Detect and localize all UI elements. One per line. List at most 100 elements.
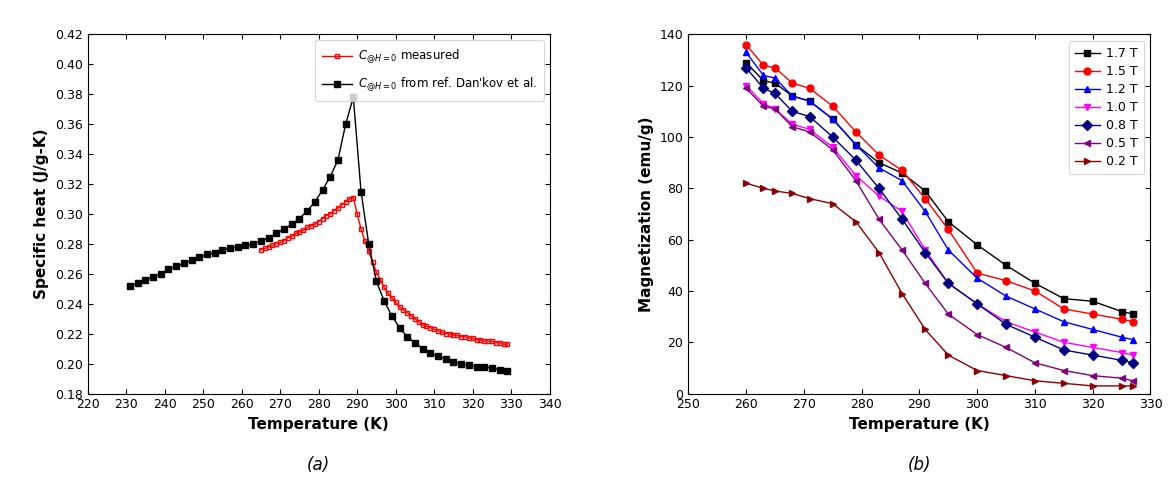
0.8 T	[999, 321, 1013, 327]
$C_{@H=0}$ measured	[488, 340, 502, 346]
$C_{@H=0}$ from ref. Dan'kov et al.	[401, 334, 415, 339]
1.5 T	[757, 62, 771, 68]
$C_{@H=0}$ from ref. Dan'kov et al.	[377, 298, 391, 304]
0.5 T	[769, 106, 783, 112]
$C_{@H=0}$ measured	[346, 195, 360, 201]
0.5 T	[1086, 372, 1100, 378]
$C_{@H=0}$ measured	[362, 248, 376, 254]
0.8 T	[802, 114, 816, 120]
$C_{@H=0}$ from ref. Dan'kov et al.	[384, 313, 398, 319]
$C_{@H=0}$ from ref. Dan'kov et al.	[292, 215, 306, 221]
0.8 T	[918, 249, 932, 255]
$C_{@H=0}$ from ref. Dan'kov et al.	[439, 356, 453, 362]
$C_{@H=0}$ from ref. Dan'kov et al.	[176, 260, 190, 266]
$C_{@H=0}$ from ref. Dan'kov et al.	[131, 280, 145, 286]
1.0 T	[941, 280, 955, 286]
0.2 T	[785, 190, 799, 196]
$C_{@H=0}$ from ref. Dan'kov et al.	[331, 157, 345, 163]
1.7 T	[895, 170, 909, 176]
$C_{@H=0}$ from ref. Dan'kov et al.	[423, 350, 437, 356]
1.5 T	[785, 80, 799, 86]
0.5 T	[826, 147, 840, 153]
0.5 T	[1057, 368, 1071, 373]
1.7 T	[849, 142, 863, 148]
$C_{@H=0}$ from ref. Dan'kov et al.	[246, 241, 260, 247]
$C_{@H=0}$ from ref. Dan'kov et al.	[416, 346, 430, 352]
1.7 T	[1086, 298, 1100, 304]
0.2 T	[802, 196, 816, 202]
$C_{@H=0}$ from ref. Dan'kov et al.	[123, 283, 137, 289]
0.2 T	[826, 201, 840, 207]
0.8 T	[1028, 334, 1042, 340]
1.2 T	[1028, 306, 1042, 312]
1.0 T	[918, 247, 932, 253]
0.5 T	[895, 247, 909, 253]
0.2 T	[872, 249, 887, 255]
1.5 T	[1114, 316, 1128, 322]
1.5 T	[1126, 319, 1140, 325]
1.7 T	[785, 93, 799, 99]
$C_{@H=0}$ from ref. Dan'kov et al.	[369, 278, 383, 284]
1.0 T	[739, 83, 753, 89]
1.2 T	[941, 247, 955, 253]
1.2 T	[769, 75, 783, 81]
1.2 T	[826, 116, 840, 122]
0.8 T	[1086, 352, 1100, 358]
1.7 T	[1057, 296, 1071, 302]
1.5 T	[1028, 288, 1042, 294]
$C_{@H=0}$ from ref. Dan'kov et al.	[208, 250, 222, 256]
$C_{@H=0}$ from ref. Dan'kov et al.	[138, 277, 152, 283]
1.0 T	[826, 144, 840, 150]
0.2 T	[941, 352, 955, 358]
$C_{@H=0}$ from ref. Dan'kov et al.	[446, 359, 460, 365]
$C_{@H=0}$ measured	[327, 208, 341, 214]
$C_{@H=0}$ from ref. Dan'kov et al.	[362, 241, 376, 247]
0.8 T	[1114, 357, 1128, 363]
$C_{@H=0}$ from ref. Dan'kov et al.	[253, 238, 267, 244]
$C_{@H=0}$ from ref. Dan'kov et al.	[315, 187, 329, 193]
0.2 T	[769, 188, 783, 194]
1.5 T	[849, 129, 863, 135]
$C_{@H=0}$ measured	[312, 218, 326, 224]
1.2 T	[849, 142, 863, 148]
$C_{@H=0}$ from ref. Dan'kov et al.	[270, 231, 284, 237]
0.2 T	[739, 180, 753, 186]
Legend: $C_{@H=0}$ measured, $C_{@H=0}$ from ref. Dan'kov et al.: $C_{@H=0}$ measured, $C_{@H=0}$ from ref…	[315, 40, 544, 101]
0.8 T	[1126, 360, 1140, 366]
$C_{@H=0}$ from ref. Dan'kov et al.	[215, 247, 229, 253]
Text: (a): (a)	[307, 457, 331, 474]
0.2 T	[849, 219, 863, 225]
Line: 0.2 T: 0.2 T	[743, 180, 1136, 389]
1.0 T	[1086, 344, 1100, 350]
Line: 0.5 T: 0.5 T	[743, 85, 1136, 384]
0.5 T	[999, 344, 1013, 350]
1.7 T	[1126, 311, 1140, 317]
$C_{@H=0}$ from ref. Dan'kov et al.	[300, 208, 314, 214]
0.2 T	[1028, 378, 1042, 384]
1.0 T	[802, 126, 816, 132]
1.2 T	[1126, 337, 1140, 342]
$C_{@H=0}$ from ref. Dan'kov et al.	[461, 362, 475, 368]
$C_{@H=0}$ from ref. Dan'kov et al.	[308, 199, 322, 205]
Line: 1.5 T: 1.5 T	[743, 41, 1136, 325]
1.7 T	[757, 78, 771, 84]
$C_{@H=0}$ from ref. Dan'kov et al.	[324, 174, 338, 180]
0.2 T	[918, 327, 932, 333]
1.2 T	[1086, 327, 1100, 333]
0.8 T	[872, 185, 887, 191]
0.2 T	[971, 368, 985, 373]
0.8 T	[1057, 347, 1071, 353]
1.7 T	[941, 219, 955, 225]
0.2 T	[1126, 383, 1140, 389]
1.0 T	[757, 101, 771, 107]
1.0 T	[785, 121, 799, 127]
1.5 T	[1086, 311, 1100, 317]
$C_{@H=0}$ from ref. Dan'kov et al.	[408, 340, 422, 346]
0.5 T	[757, 103, 771, 109]
0.2 T	[1114, 383, 1128, 389]
1.7 T	[1114, 308, 1128, 314]
1.5 T	[918, 196, 932, 202]
X-axis label: Temperature (K): Temperature (K)	[849, 417, 989, 432]
1.5 T	[941, 226, 955, 232]
1.5 T	[999, 278, 1013, 284]
